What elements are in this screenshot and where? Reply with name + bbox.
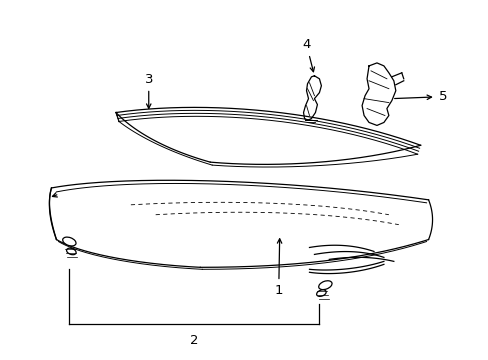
Ellipse shape bbox=[318, 281, 331, 289]
Text: 4: 4 bbox=[302, 38, 314, 72]
Text: 5: 5 bbox=[394, 90, 446, 103]
Text: 1: 1 bbox=[274, 239, 283, 297]
Text: 3: 3 bbox=[144, 73, 153, 108]
Ellipse shape bbox=[62, 237, 76, 246]
Text: 2: 2 bbox=[190, 334, 198, 347]
Ellipse shape bbox=[66, 248, 76, 255]
Ellipse shape bbox=[316, 290, 325, 296]
